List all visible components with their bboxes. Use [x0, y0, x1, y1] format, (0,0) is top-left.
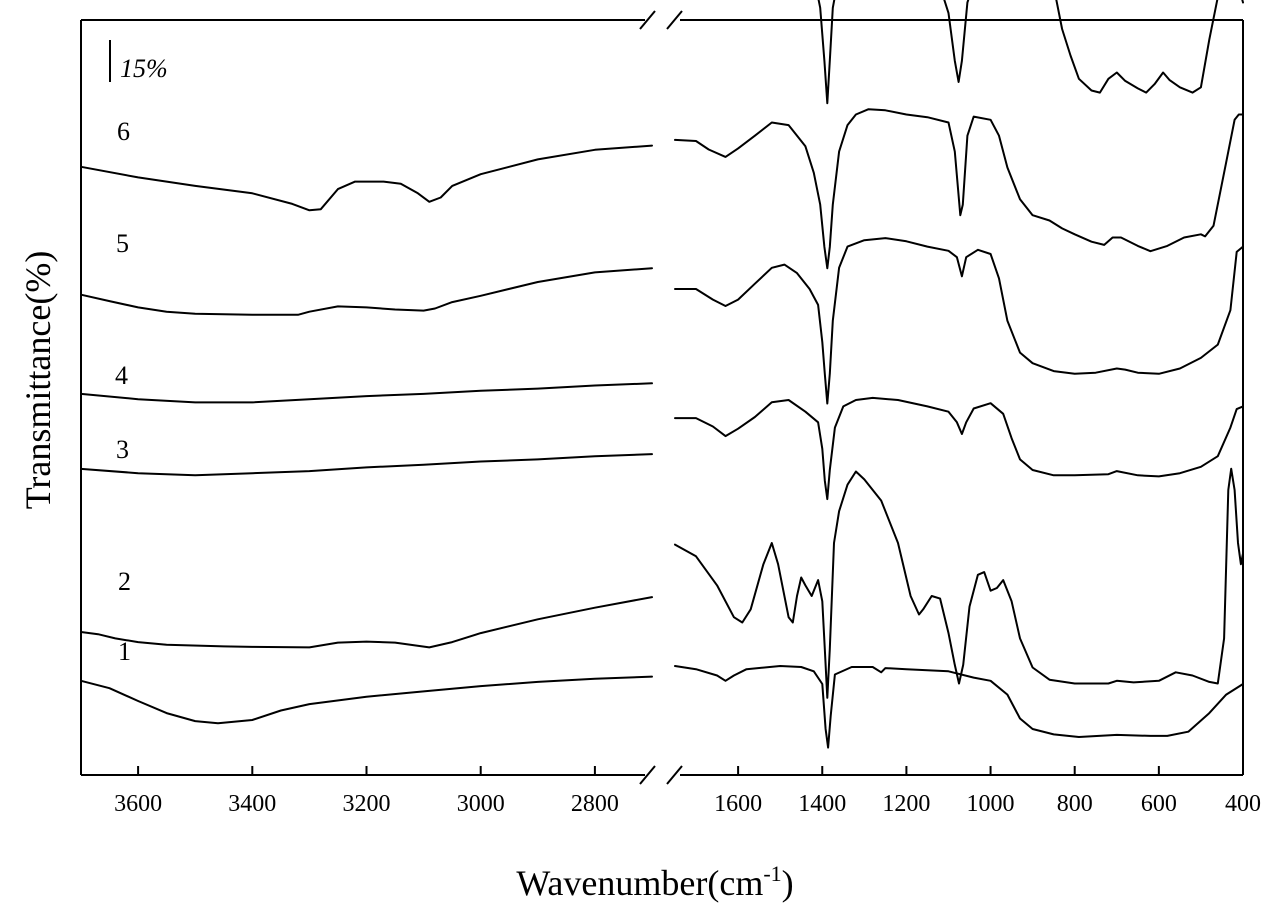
series-4-line-right: [674, 237, 1244, 405]
series-1-line-left: [80, 675, 653, 725]
x-tick-label: 1200: [882, 791, 930, 817]
series-6-label: 6: [117, 117, 130, 146]
series-1-label: 1: [118, 637, 131, 666]
x-tick-label: 1000: [967, 791, 1015, 817]
series-5-label: 5: [116, 229, 129, 258]
series-4-label: 4: [115, 361, 128, 390]
series-4-line-left: [80, 382, 653, 404]
x-axis-title-main: Wavenumber(cm: [516, 863, 763, 903]
x-tick-label: 800: [1057, 791, 1093, 817]
axis-break-mark: [639, 765, 656, 785]
series-5-line-right: [674, 108, 1244, 270]
series-2-line-left: [80, 596, 653, 649]
x-tick-label: 3000: [457, 791, 505, 817]
x-axis-title-superscript: -1: [763, 861, 781, 886]
x-tick-label: 3200: [343, 791, 391, 817]
scale-bar-label: 15%: [120, 54, 168, 83]
series-6-line-right: [817, 0, 1244, 105]
axis-ticks: 3600 3400 3200 3000 2800 1600 1400 1200 1000 800 6…: [114, 766, 1261, 817]
axis-break-mark: [666, 10, 683, 30]
series-3-label: 3: [116, 435, 129, 464]
x-tick-label: 1600: [714, 791, 762, 817]
axis-break-mark: [639, 10, 656, 30]
plot-frame: [80, 10, 1244, 785]
axis-break-mark: [666, 765, 683, 785]
series-6-line-left: [80, 144, 653, 212]
x-tick-label: 2800: [571, 791, 619, 817]
x-tick-label: 3400: [228, 791, 276, 817]
x-axis-title: Wavenumber(cm-1): [516, 861, 793, 903]
series-2-label: 2: [118, 567, 131, 596]
series-2-line-right: [674, 467, 1244, 699]
series-curves: [80, 0, 1244, 749]
series-5-line-left: [80, 267, 653, 316]
x-tick-label: 3600: [114, 791, 162, 817]
x-tick-label: 600: [1141, 791, 1177, 817]
series-3-line-right: [674, 396, 1244, 501]
y-axis-title: Transmittance(%): [18, 251, 58, 510]
series-3-line-left: [80, 453, 653, 477]
x-tick-label: 1400: [798, 791, 846, 817]
series-1-line-right: [674, 665, 1244, 749]
x-tick-label: 400: [1225, 791, 1261, 817]
series-labels: 1 2 3 4 5 6: [115, 117, 131, 666]
x-axis-title-close: ): [782, 863, 794, 903]
